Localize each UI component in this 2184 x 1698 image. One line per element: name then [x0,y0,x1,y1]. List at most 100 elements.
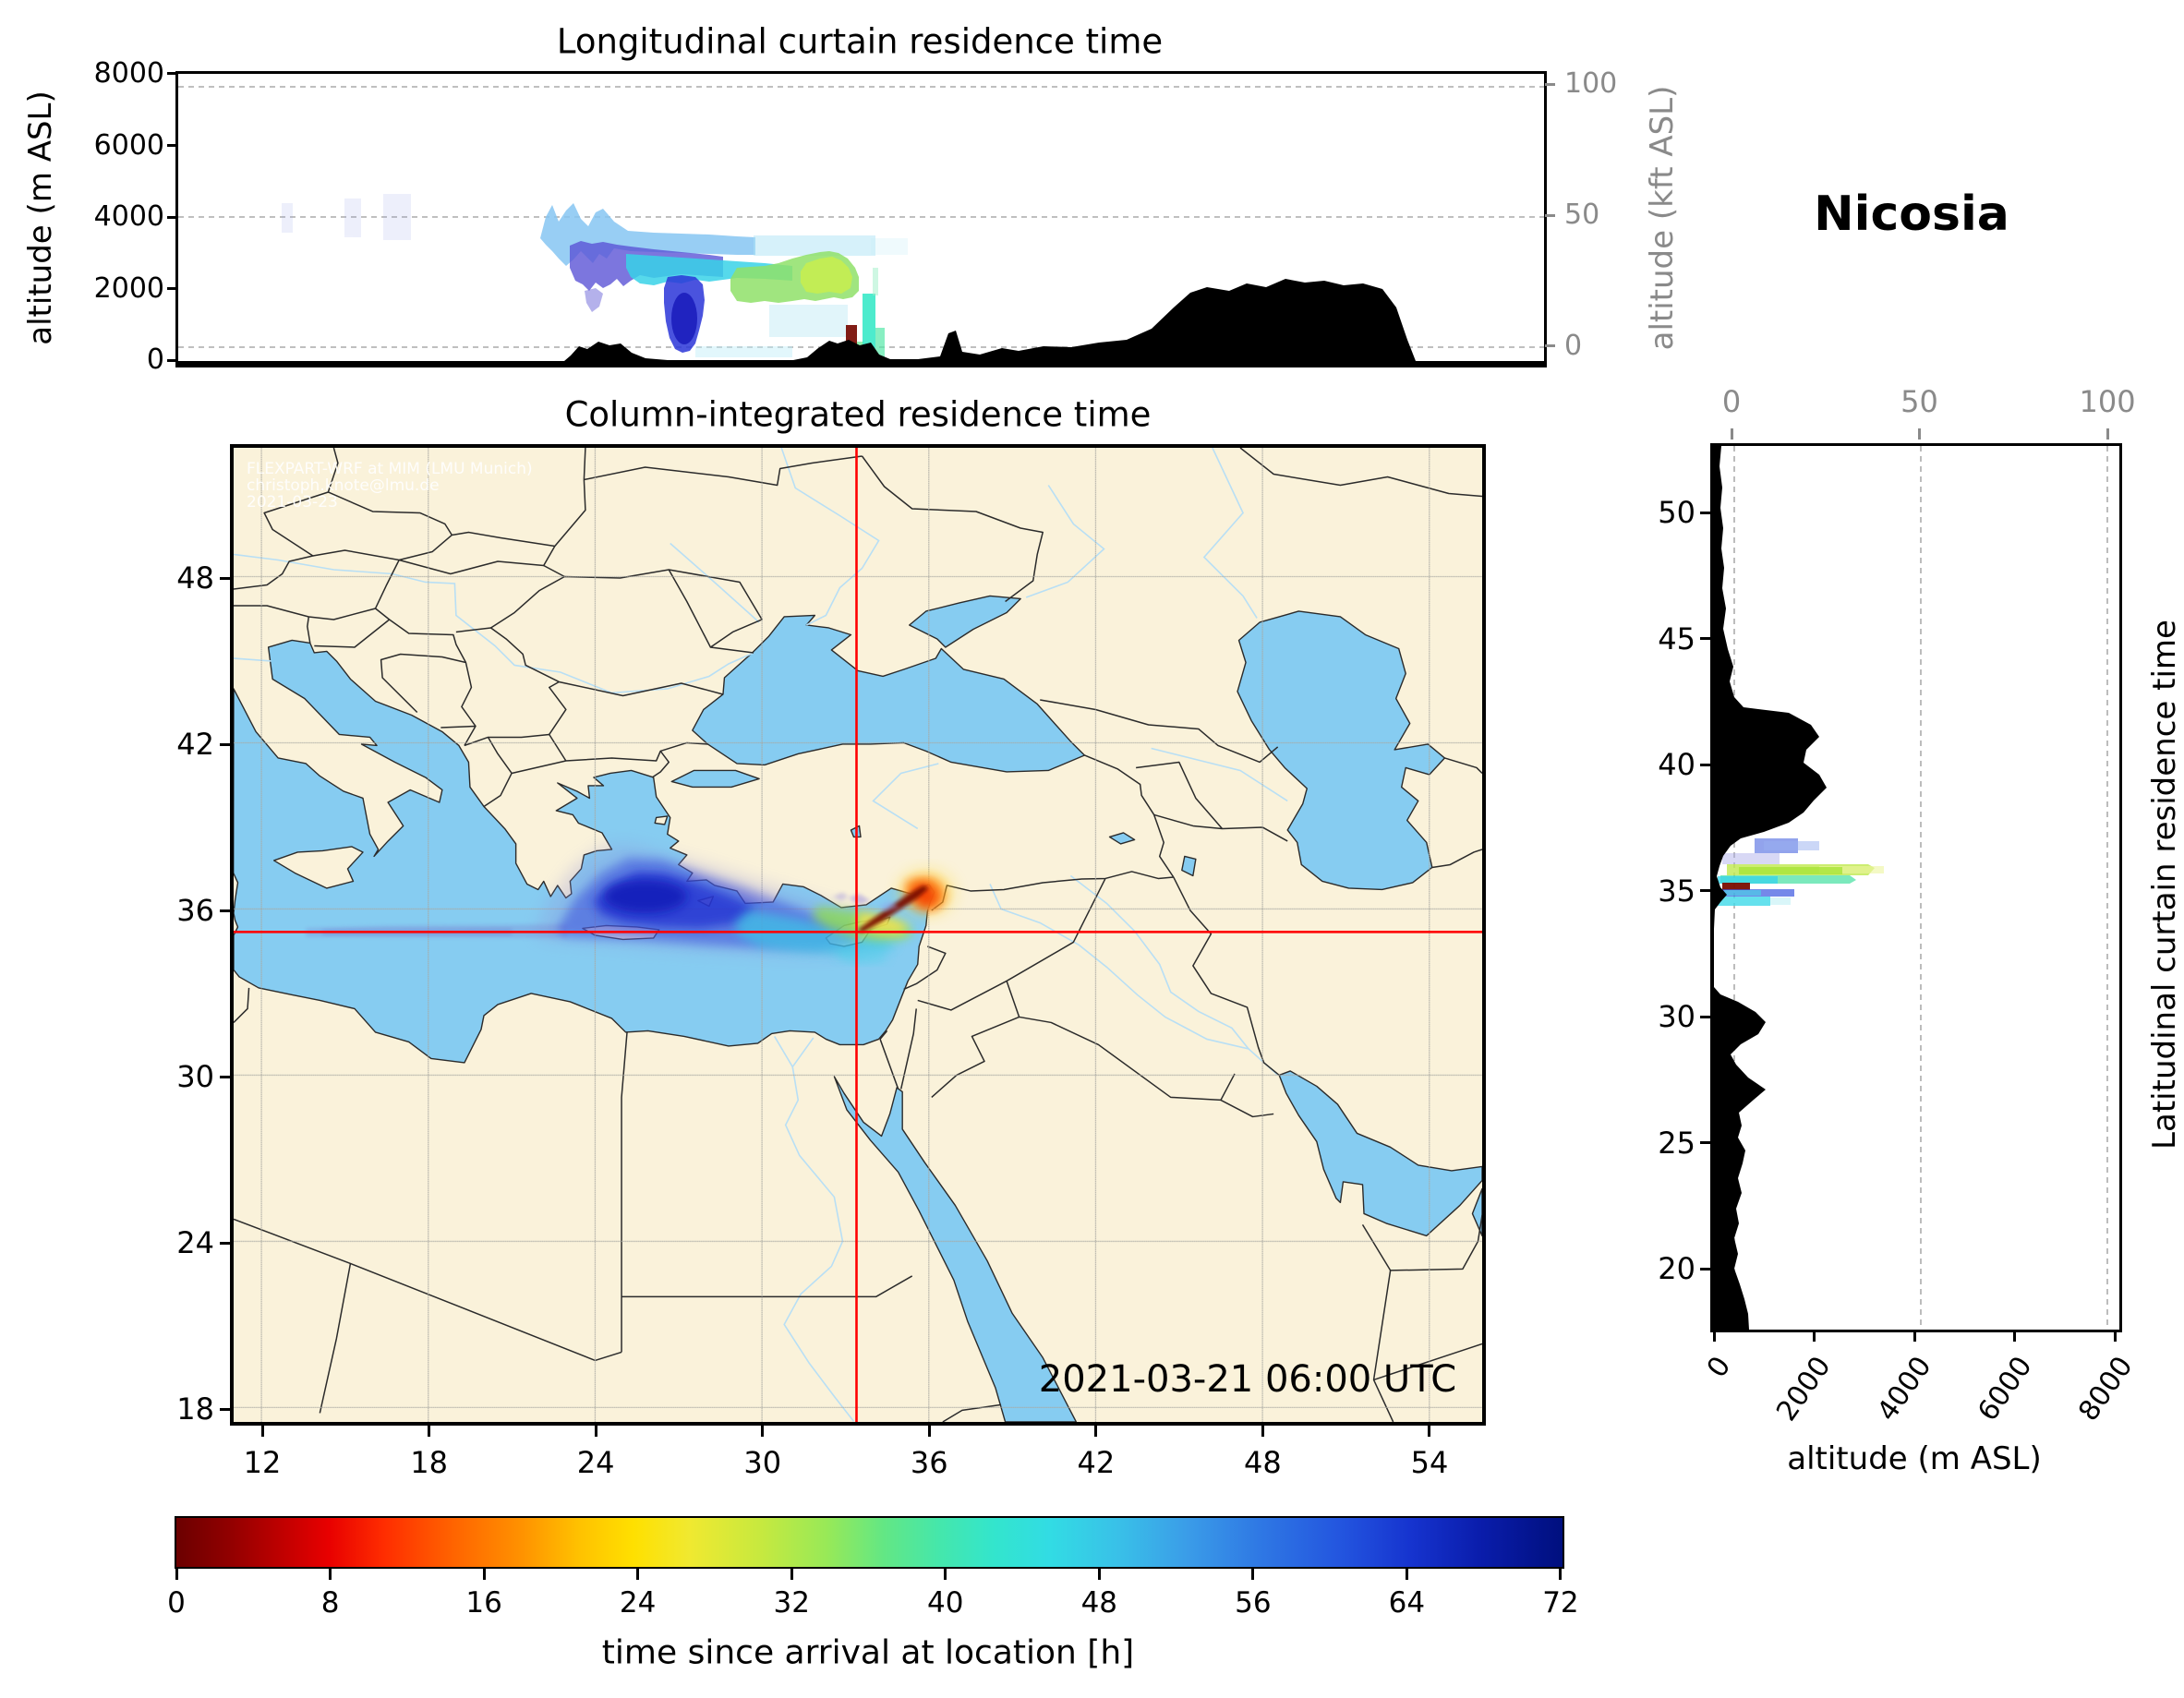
tick-mark [1545,83,1555,86]
right-panel-y-axis-labels: 50 45 40 35 30 25 20 [1599,494,1695,1287]
kft-tick-label: 100 [1564,67,1618,100]
lat-tick-label: 35 [1658,873,1695,909]
tick-mark [220,742,230,746]
tick-mark [260,1426,264,1437]
tick-mark [167,287,177,291]
crosshair [234,448,1482,1422]
right-panel-bottom-ticks [1712,1331,2117,1342]
sea-shapes [234,596,1482,1422]
tick-mark [944,1569,947,1580]
y-tick-label: 4000 [93,200,164,233]
tick-mark [2013,1331,2016,1342]
longitudinal-curtain-plot [178,86,1544,365]
station-title: Nicosia [1814,187,2009,242]
top-panel-kft-labels: 100 50 0 [1564,67,1647,363]
right-panel-x-axis-title: altitude (m ASL) [1787,1440,2042,1477]
top-panel-title: Longitudinal curtain residence time [556,21,1164,62]
tick-mark [1700,1141,1710,1144]
right-panel-top-axis-labels: 0 50 100 [1721,384,2136,419]
right-panel-y-ticks [1700,511,1710,1270]
lat-tick-label: 30 [176,1059,214,1094]
watermark-line: christoph.knote@lmu.de [247,476,440,495]
colorbar-ticks [175,1569,1563,1580]
tick-mark [1251,1569,1255,1580]
lat-tick-label: 45 [1658,620,1695,656]
map-title: Column-integrated residence time [564,394,1152,435]
tick-mark [1813,1331,1816,1342]
colorbar-title: time since arrival at location [h] [601,1633,1135,1672]
alt-tick-label: 2000 [1770,1350,1838,1427]
lat-tick-label: 30 [1658,999,1695,1034]
tick-mark [1097,1569,1101,1580]
map-panel: FLEXPART-WRF at MIM (LMU Munich) christo… [230,444,1486,1426]
alt-tick-label: 8000 [2071,1350,2140,1427]
tick-mark [167,359,177,362]
top-panel-y-axis-title: altitude (m ASL) [22,90,59,345]
tick-mark [1261,1426,1264,1437]
curtain-plume [1716,838,1884,906]
tick-mark [220,1241,230,1245]
right-panel-y-axis-title: Latitudinal curtain residence time [2146,620,2183,1150]
top-panel-y-axis-labels: 8000 6000 4000 2000 0 [55,57,164,377]
kft-gridlines [1733,446,2108,1330]
map-plot [234,448,1482,1422]
tick-mark [482,1569,486,1580]
lat-tick-label: 42 [176,727,214,762]
tick-mark [1428,1426,1431,1437]
tick-mark [1700,763,1710,766]
top-panel-kft-ticks [1545,83,1555,347]
tick-mark [1094,1426,1098,1437]
y-tick-label: 0 [146,343,164,376]
lat-tick-label: 25 [1658,1125,1695,1161]
tick-mark [1545,344,1555,347]
tick-mark [1545,213,1555,217]
tick-mark [1559,1569,1563,1580]
map-x-ticks [260,1426,1431,1437]
tick-mark [1700,511,1710,514]
latitudinal-curtain-panel [1710,443,2122,1332]
lat-tick-label: 24 [176,1225,214,1260]
tick-mark [2106,428,2109,440]
tick-mark [428,1426,431,1437]
lat-tick-label: 20 [1658,1251,1695,1286]
tick-mark [636,1569,640,1580]
alt-tick-label: 6000 [1972,1350,2039,1427]
map-timestamp: 2021-03-21 06:00 UTC [1038,1358,1457,1401]
tick-mark [1700,1267,1710,1270]
tick-mark [761,1426,765,1437]
watermark-line: 2021-03-23 [247,493,338,512]
tick-mark [1700,637,1710,640]
map-y-ticks [220,576,230,1411]
y-tick-label: 6000 [93,128,164,162]
tick-mark [1405,1569,1408,1580]
tick-mark [167,72,177,75]
tick-mark [594,1426,597,1437]
tick-mark [1700,889,1710,892]
tick-mark [1700,1015,1710,1018]
terrain-silhouette [178,279,1544,365]
tick-mark [927,1426,931,1437]
longitudinal-curtain-panel [175,71,1547,367]
lat-tick-label: 40 [1658,747,1695,782]
curtain-plume [282,194,908,359]
y-tick-label: 8000 [93,57,164,90]
tick-mark [1913,1331,1916,1342]
rivers [234,448,1287,1421]
graticule [234,448,1482,1422]
tick-mark [1712,1331,1716,1342]
tick-mark [175,1569,178,1580]
tick-mark [790,1569,793,1580]
colorbar-tick-labels: 0 8 16 24 32 40 48 56 64 72 [167,1586,1579,1620]
right-panel-bottom-axis-labels: 0 2000 4000 6000 8000 [1701,1341,2140,1427]
tick-mark [220,576,230,580]
alt-tick-label: 0 [1700,1350,1738,1384]
tick-mark [1918,428,1921,440]
lat-tick-label: 48 [176,560,214,596]
map-x-axis-labels: 12 18 24 30 36 42 48 54 [243,1445,1449,1480]
right-panel-top-ticks [1730,428,2109,440]
model-watermark: FLEXPART-WRF at MIM (LMU Munich) christo… [247,461,533,511]
tick-mark [329,1569,332,1580]
alt-tick-label: 4000 [1871,1350,1938,1427]
tick-mark [220,1407,230,1411]
